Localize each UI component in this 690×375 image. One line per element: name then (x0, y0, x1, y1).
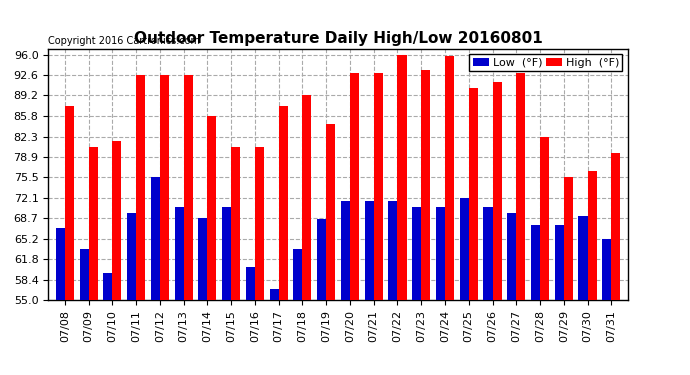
Bar (151, 177, 160, 300)
Bar (516, 73, 525, 300)
Bar (388, 201, 397, 300)
Bar (374, 73, 383, 300)
Bar (412, 207, 421, 300)
Bar (302, 95, 311, 300)
Bar (199, 218, 208, 300)
Bar (127, 213, 136, 300)
Bar (460, 198, 469, 300)
Bar (421, 70, 431, 300)
Bar (436, 207, 445, 300)
Bar (89, 147, 98, 300)
Bar (445, 56, 454, 300)
Bar (564, 177, 573, 300)
Bar (350, 73, 359, 300)
Bar (293, 249, 302, 300)
Bar (469, 88, 477, 300)
Legend: Low  (°F), High  (°F): Low (°F), High (°F) (469, 54, 622, 71)
Text: Copyright 2016 Cartronics.com: Copyright 2016 Cartronics.com (48, 36, 200, 46)
Bar (317, 219, 326, 300)
Bar (484, 207, 493, 300)
Bar (365, 201, 374, 300)
Title: Outdoor Temperature Daily High/Low 20160801: Outdoor Temperature Daily High/Low 20160… (134, 31, 542, 46)
Bar (611, 153, 620, 300)
Bar (255, 147, 264, 300)
Bar (555, 225, 564, 300)
Bar (160, 75, 169, 300)
Bar (79, 249, 89, 300)
Bar (65, 106, 74, 300)
Bar (175, 207, 184, 300)
Bar (341, 201, 350, 300)
Bar (246, 267, 255, 300)
Bar (540, 137, 549, 300)
Bar (578, 216, 587, 300)
Bar (104, 273, 112, 300)
Bar (208, 116, 217, 300)
Bar (602, 239, 611, 300)
Bar (231, 147, 240, 300)
Bar (56, 228, 65, 300)
Bar (222, 207, 231, 300)
Bar (136, 75, 145, 300)
Bar (270, 289, 279, 300)
Bar (587, 171, 597, 300)
Bar (279, 106, 288, 300)
Bar (112, 141, 121, 300)
Bar (397, 55, 406, 300)
Bar (531, 225, 540, 300)
Bar (184, 75, 193, 300)
Bar (326, 123, 335, 300)
Bar (493, 82, 502, 300)
Bar (507, 213, 516, 300)
